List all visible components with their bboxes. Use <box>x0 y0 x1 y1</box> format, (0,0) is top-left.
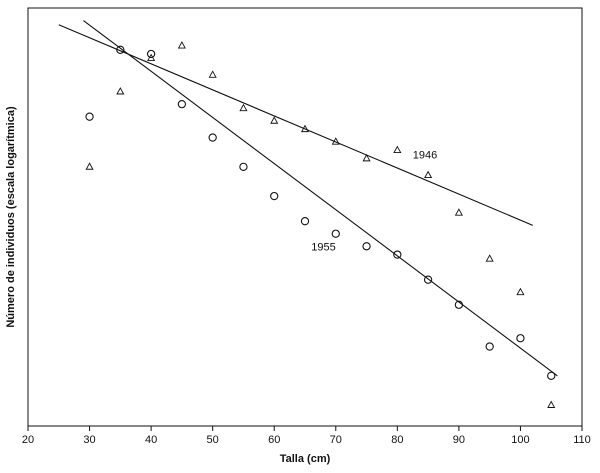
markers <box>85 41 556 408</box>
x-tick-label: 50 <box>207 434 219 446</box>
plot-frame <box>27 7 583 427</box>
point-1946 <box>85 162 94 170</box>
point-1955 <box>146 49 156 59</box>
y-axis-label: Número de individuos (escala logarítmica… <box>5 106 17 328</box>
point-1946 <box>300 124 310 133</box>
point-1955 <box>116 45 125 54</box>
x-axis-label: Talla (cm) <box>280 453 331 465</box>
point-1946 <box>516 287 525 296</box>
point-1946 <box>454 208 463 216</box>
point-1955 <box>177 99 187 109</box>
x-tick-label: 80 <box>391 434 403 446</box>
series-label-1946: 1946 <box>413 149 437 161</box>
x-tick-label: 70 <box>330 434 342 446</box>
point-1946 <box>485 254 494 262</box>
point-1955 <box>208 133 217 142</box>
point-1946 <box>116 87 125 95</box>
point-1946 <box>424 170 433 179</box>
point-1946 <box>177 41 186 49</box>
x-tick-label: 60 <box>268 434 280 446</box>
point-1955 <box>547 371 556 380</box>
point-1955 <box>393 250 402 259</box>
point-1946 <box>331 137 340 145</box>
point-1946 <box>239 103 248 112</box>
x-tick-label: 40 <box>145 434 157 446</box>
point-1946 <box>547 400 556 408</box>
series-label-1955: 1955 <box>311 241 335 253</box>
fit-line-1946 <box>58 24 533 226</box>
point-1955 <box>239 162 248 171</box>
point-1955 <box>516 334 525 343</box>
x-tick-label: 20 <box>22 434 34 446</box>
point-1946 <box>208 70 217 78</box>
point-1946 <box>362 153 371 162</box>
point-1955 <box>270 191 279 201</box>
x-tick-label: 90 <box>453 434 465 446</box>
point-1955 <box>454 300 464 309</box>
point-1946 <box>393 145 402 153</box>
annotations: 1946 1955 <box>311 149 437 253</box>
point-1955 <box>85 112 94 121</box>
point-1955 <box>362 242 371 251</box>
fit-lines <box>58 20 558 377</box>
fit-line-1955 <box>83 20 558 377</box>
point-1955 <box>485 342 494 351</box>
point-1955 <box>423 275 433 284</box>
x-tick-label: 30 <box>83 434 95 446</box>
point-1955 <box>331 229 340 238</box>
x-axis: 20 30 40 50 60 70 80 90 100 110 <box>22 426 591 446</box>
x-tick-label: 110 <box>573 434 591 446</box>
x-tick-label: 100 <box>511 434 529 446</box>
point-1946 <box>270 116 279 124</box>
point-1955 <box>300 217 310 226</box>
